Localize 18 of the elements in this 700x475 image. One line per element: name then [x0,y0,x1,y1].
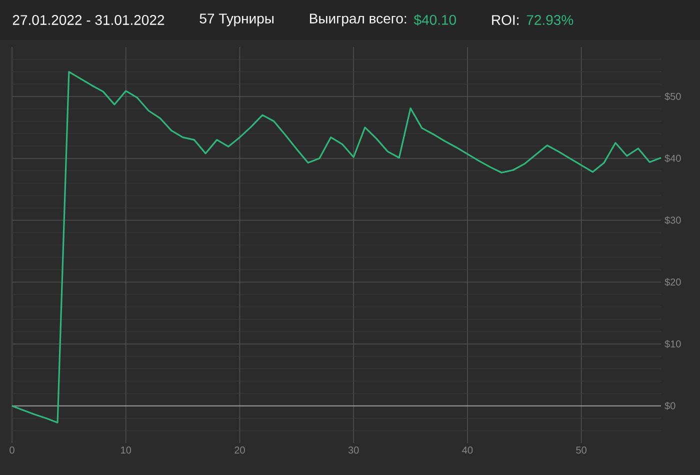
x-tick-label: 0 [10,446,14,454]
y-tick-label: $20 [664,278,681,286]
y-tick-label: $10 [664,340,681,348]
text: $40.10 [414,14,456,26]
x-tick-label: 10 [121,446,132,454]
y-tick-label: $40 [664,154,681,162]
x-tick-label: 30 [348,446,359,454]
text: 57 Турниры [200,14,274,26]
text: 72.93% [526,15,574,25]
y-tick-label: $30 [664,216,681,224]
x-tick-label: 50 [576,446,586,454]
y-tick-label: $50 [664,92,681,101]
y-tick-label: $0 [664,402,676,410]
text: ROI: [492,15,518,25]
text: Выиграл всего: [310,14,406,26]
x-tick-label: 20 [234,446,245,454]
x-tick-label: 40 [462,446,473,454]
chart-title: 27.01.2022 - 31.01.2022 [12,15,164,25]
